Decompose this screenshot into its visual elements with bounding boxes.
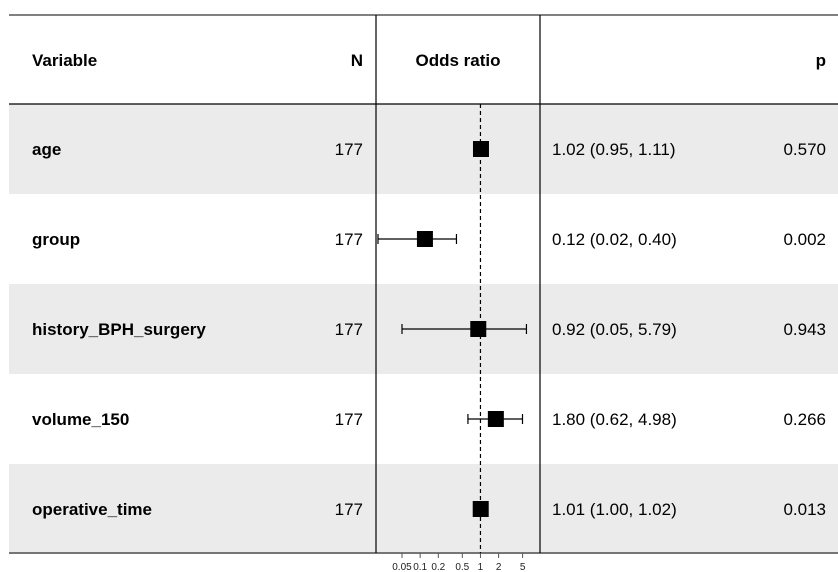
row-stripe xyxy=(9,104,838,194)
estimate-ci-text: 0.92 (0.05, 5.79) xyxy=(552,320,677,339)
estimate-ci-text: 1.80 (0.62, 4.98) xyxy=(552,410,677,429)
n-value: 177 xyxy=(335,230,363,249)
table-rows: age 177 1.02 (0.95, 1.11) 0.570 group 177 0.12… xyxy=(32,140,826,519)
x-axis: 0.05 0.1 0.2 0.5 1 2 5 xyxy=(392,553,526,572)
plot-area xyxy=(377,104,528,553)
n-value: 177 xyxy=(335,320,363,339)
x-tick-label: 0.1 xyxy=(413,562,427,572)
x-tick-label: 2 xyxy=(496,562,502,572)
estimate-marker xyxy=(416,231,433,247)
variable-label: history_BPH_surgery xyxy=(32,320,206,339)
estimate-ci-text: 0.12 (0.02, 0.40) xyxy=(552,230,677,249)
p-value: 0.570 xyxy=(783,140,826,159)
table-row: history_BPH_surgery 177 0.92 (0.05, 5.79) 0… xyxy=(32,320,826,339)
x-tick-label: 1 xyxy=(478,562,484,572)
variable-label: age xyxy=(32,140,61,159)
variable-label: volume_150 xyxy=(32,410,129,429)
estimate-marker xyxy=(472,141,489,157)
row-stripe xyxy=(9,464,838,554)
estimate-marker xyxy=(470,321,487,337)
header-odds-ratio: Odds ratio xyxy=(415,51,500,70)
header-n: N xyxy=(351,51,363,70)
estimate-marker xyxy=(472,501,489,517)
estimate-ci-text: 1.01 (1.00, 1.02) xyxy=(552,500,677,519)
x-tick-label: 0.2 xyxy=(431,562,445,572)
p-value: 0.002 xyxy=(783,230,826,249)
n-value: 177 xyxy=(335,410,363,429)
variable-label: operative_time xyxy=(32,500,152,519)
x-tick-label: 0.5 xyxy=(455,562,469,572)
n-value: 177 xyxy=(335,140,363,159)
estimate-marker xyxy=(487,411,504,427)
p-value: 0.013 xyxy=(783,500,826,519)
x-tick-label: 0.05 xyxy=(392,562,412,572)
table-row: age 177 1.02 (0.95, 1.11) 0.570 xyxy=(32,140,826,159)
header-p: p xyxy=(816,51,826,70)
n-value: 177 xyxy=(335,500,363,519)
p-value: 0.266 xyxy=(783,410,826,429)
table-row: group 177 0.12 (0.02, 0.40) 0.002 xyxy=(32,230,826,249)
table-row: operative_time 177 1.01 (1.00, 1.02) 0.013 xyxy=(32,500,826,519)
p-value: 0.943 xyxy=(783,320,826,339)
estimate-ci-text: 1.02 (0.95, 1.11) xyxy=(552,140,676,159)
header-variable: Variable xyxy=(32,51,97,70)
table-row: volume_150 177 1.80 (0.62, 4.98) 0.266 xyxy=(32,410,826,429)
variable-label: group xyxy=(32,230,80,249)
x-tick-label: 5 xyxy=(520,562,526,572)
